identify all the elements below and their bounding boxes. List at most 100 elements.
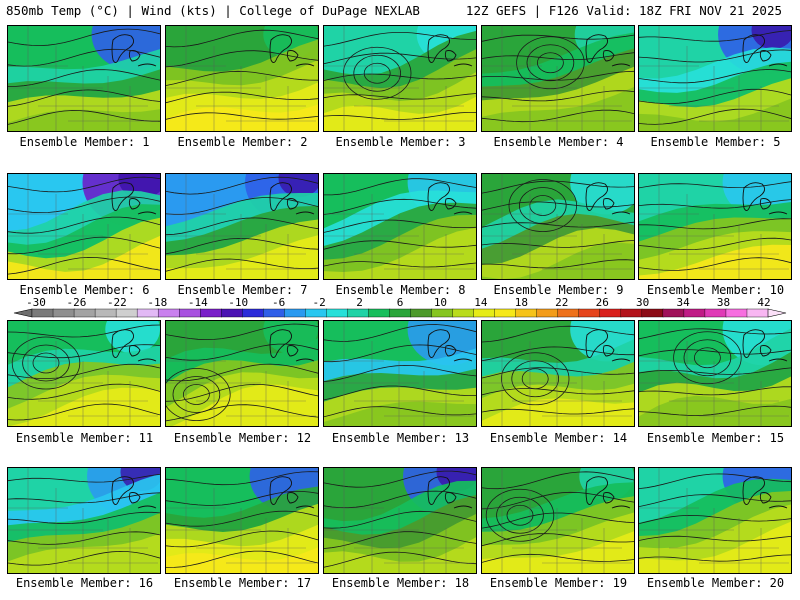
ensemble-member-label: Ensemble Member: 11 (15, 431, 154, 445)
temperature-field (639, 468, 791, 573)
ensemble-member-label: Ensemble Member: 15 (646, 431, 785, 445)
temperature-field (8, 321, 160, 426)
temperature-field (324, 174, 476, 279)
colorbar-tick: -14 (187, 296, 208, 309)
colorbar-swatch (662, 308, 685, 318)
ensemble-member-map (481, 467, 635, 574)
colorbar-swatch (746, 308, 769, 318)
temperature-field (639, 321, 791, 426)
ensemble-member-label: Ensemble Member: 20 (646, 576, 785, 590)
ensemble-member-label: Ensemble Member: 5 (650, 135, 781, 149)
temperature-field (324, 468, 476, 573)
colorbar-swatch (178, 308, 201, 318)
colorbar-swatch (31, 308, 54, 318)
colorbar-tick: 6 (396, 296, 404, 309)
colorbar-tick: 10 (433, 296, 448, 309)
colorbar-tick: 42 (757, 296, 771, 309)
ensemble-member-map (638, 467, 792, 574)
colorbar-swatch (242, 308, 265, 318)
colorbar-tick: -18 (147, 296, 168, 309)
ensemble-member-map (481, 173, 635, 280)
temperature-field (166, 321, 318, 426)
ensemble-member-label: Ensemble Member: 17 (173, 576, 312, 590)
colorbar-swatch (305, 308, 328, 318)
ensemble-member-label: Ensemble Member: 4 (493, 135, 624, 149)
temperature-field (324, 26, 476, 131)
ensemble-member-map (165, 467, 319, 574)
ensemble-member-label: Ensemble Member: 10 (646, 283, 785, 297)
colorbar-swatch (578, 308, 601, 318)
colorbar-swatch (557, 308, 580, 318)
colorbar-swatch (536, 308, 559, 318)
temperature-field (8, 26, 160, 131)
colorbar-swatch (73, 308, 96, 318)
colorbar-tick: 22 (555, 296, 569, 309)
colorbar-tick: 14 (474, 296, 488, 309)
colorbar-tick: 26 (595, 296, 609, 309)
ensemble-member-map (165, 320, 319, 427)
temperature-field (8, 468, 160, 573)
colorbar-swatch (494, 308, 517, 318)
colorbar-swatch (157, 308, 180, 318)
ensemble-member-map (323, 25, 477, 132)
colorbar-swatch (473, 308, 496, 318)
ensemble-member-map (165, 173, 319, 280)
ensemble-member-map (7, 467, 161, 574)
ensemble-member-label: Ensemble Member: 8 (335, 283, 466, 297)
colorbar-swatch (725, 308, 748, 318)
ensemble-member-map (638, 320, 792, 427)
colorbar-swatch (599, 308, 622, 318)
temperature-field (8, 174, 160, 279)
temperature-field (482, 321, 634, 426)
colorbar-swatch (136, 308, 159, 318)
colorbar-swatch (620, 308, 643, 318)
temperature-colorbar (13, 308, 787, 318)
colorbar-swatch (284, 308, 307, 318)
ensemble-member-map (638, 173, 792, 280)
colorbar-tick: 2 (356, 296, 363, 309)
temperature-field (166, 468, 318, 573)
ensemble-member-label: Ensemble Member: 13 (331, 431, 470, 445)
colorbar-tick: -2 (312, 296, 326, 309)
ensemble-member-label: Ensemble Member: 16 (15, 576, 154, 590)
ensemble-member-label: Ensemble Member: 7 (177, 283, 308, 297)
colorbar-swatch (326, 308, 349, 318)
colorbar-swatch (683, 308, 706, 318)
temperature-field (482, 174, 634, 279)
colorbar-tick: -22 (106, 296, 127, 309)
ensemble-member-map (323, 173, 477, 280)
ensemble-member-label: Ensemble Member: 1 (19, 135, 150, 149)
colorbar-swatch (115, 308, 138, 318)
temperature-field (639, 26, 791, 131)
temperature-field (166, 174, 318, 279)
ensemble-member-map (323, 467, 477, 574)
colorbar-swatch (94, 308, 117, 318)
colorbar-swatch (389, 308, 412, 318)
colorbar-tick: -10 (228, 296, 249, 309)
colorbar-tick: 18 (514, 296, 528, 309)
ensemble-member-label: Ensemble Member: 12 (173, 431, 312, 445)
colorbar-tick: -26 (66, 296, 87, 309)
ensemble-member-label: Ensemble Member: 9 (493, 283, 624, 297)
ensemble-member-label: Ensemble Member: 19 (489, 576, 628, 590)
colorbar-swatch (452, 308, 475, 318)
ensemble-member-map (7, 173, 161, 280)
colorbar-swatch (704, 308, 727, 318)
ensemble-member-label: Ensemble Member: 14 (489, 431, 628, 445)
temperature-field (482, 468, 634, 573)
model-run-valid-time: 12Z GEFS | F126 Valid: 18Z FRI NOV 21 20… (465, 3, 782, 18)
colorbar-tick: -6 (272, 296, 286, 309)
colorbar-tick: -30 (26, 296, 46, 309)
map-title: 850mb Temp (°C) | Wind (kts) | College o… (6, 3, 420, 18)
colorbar-swatch (200, 308, 222, 318)
ensemble-member-label: Ensemble Member: 2 (177, 135, 308, 149)
ensemble-member-map (481, 320, 635, 427)
colorbar-swatch (52, 308, 75, 318)
colorbar-swatch (410, 308, 433, 318)
ensemble-member-map (165, 25, 319, 132)
colorbar-swatch (221, 308, 243, 318)
colorbar-high-arrow (767, 308, 787, 318)
colorbar-swatch (515, 308, 538, 318)
ensemble-member-map (638, 25, 792, 132)
colorbar-swatch (641, 308, 664, 318)
